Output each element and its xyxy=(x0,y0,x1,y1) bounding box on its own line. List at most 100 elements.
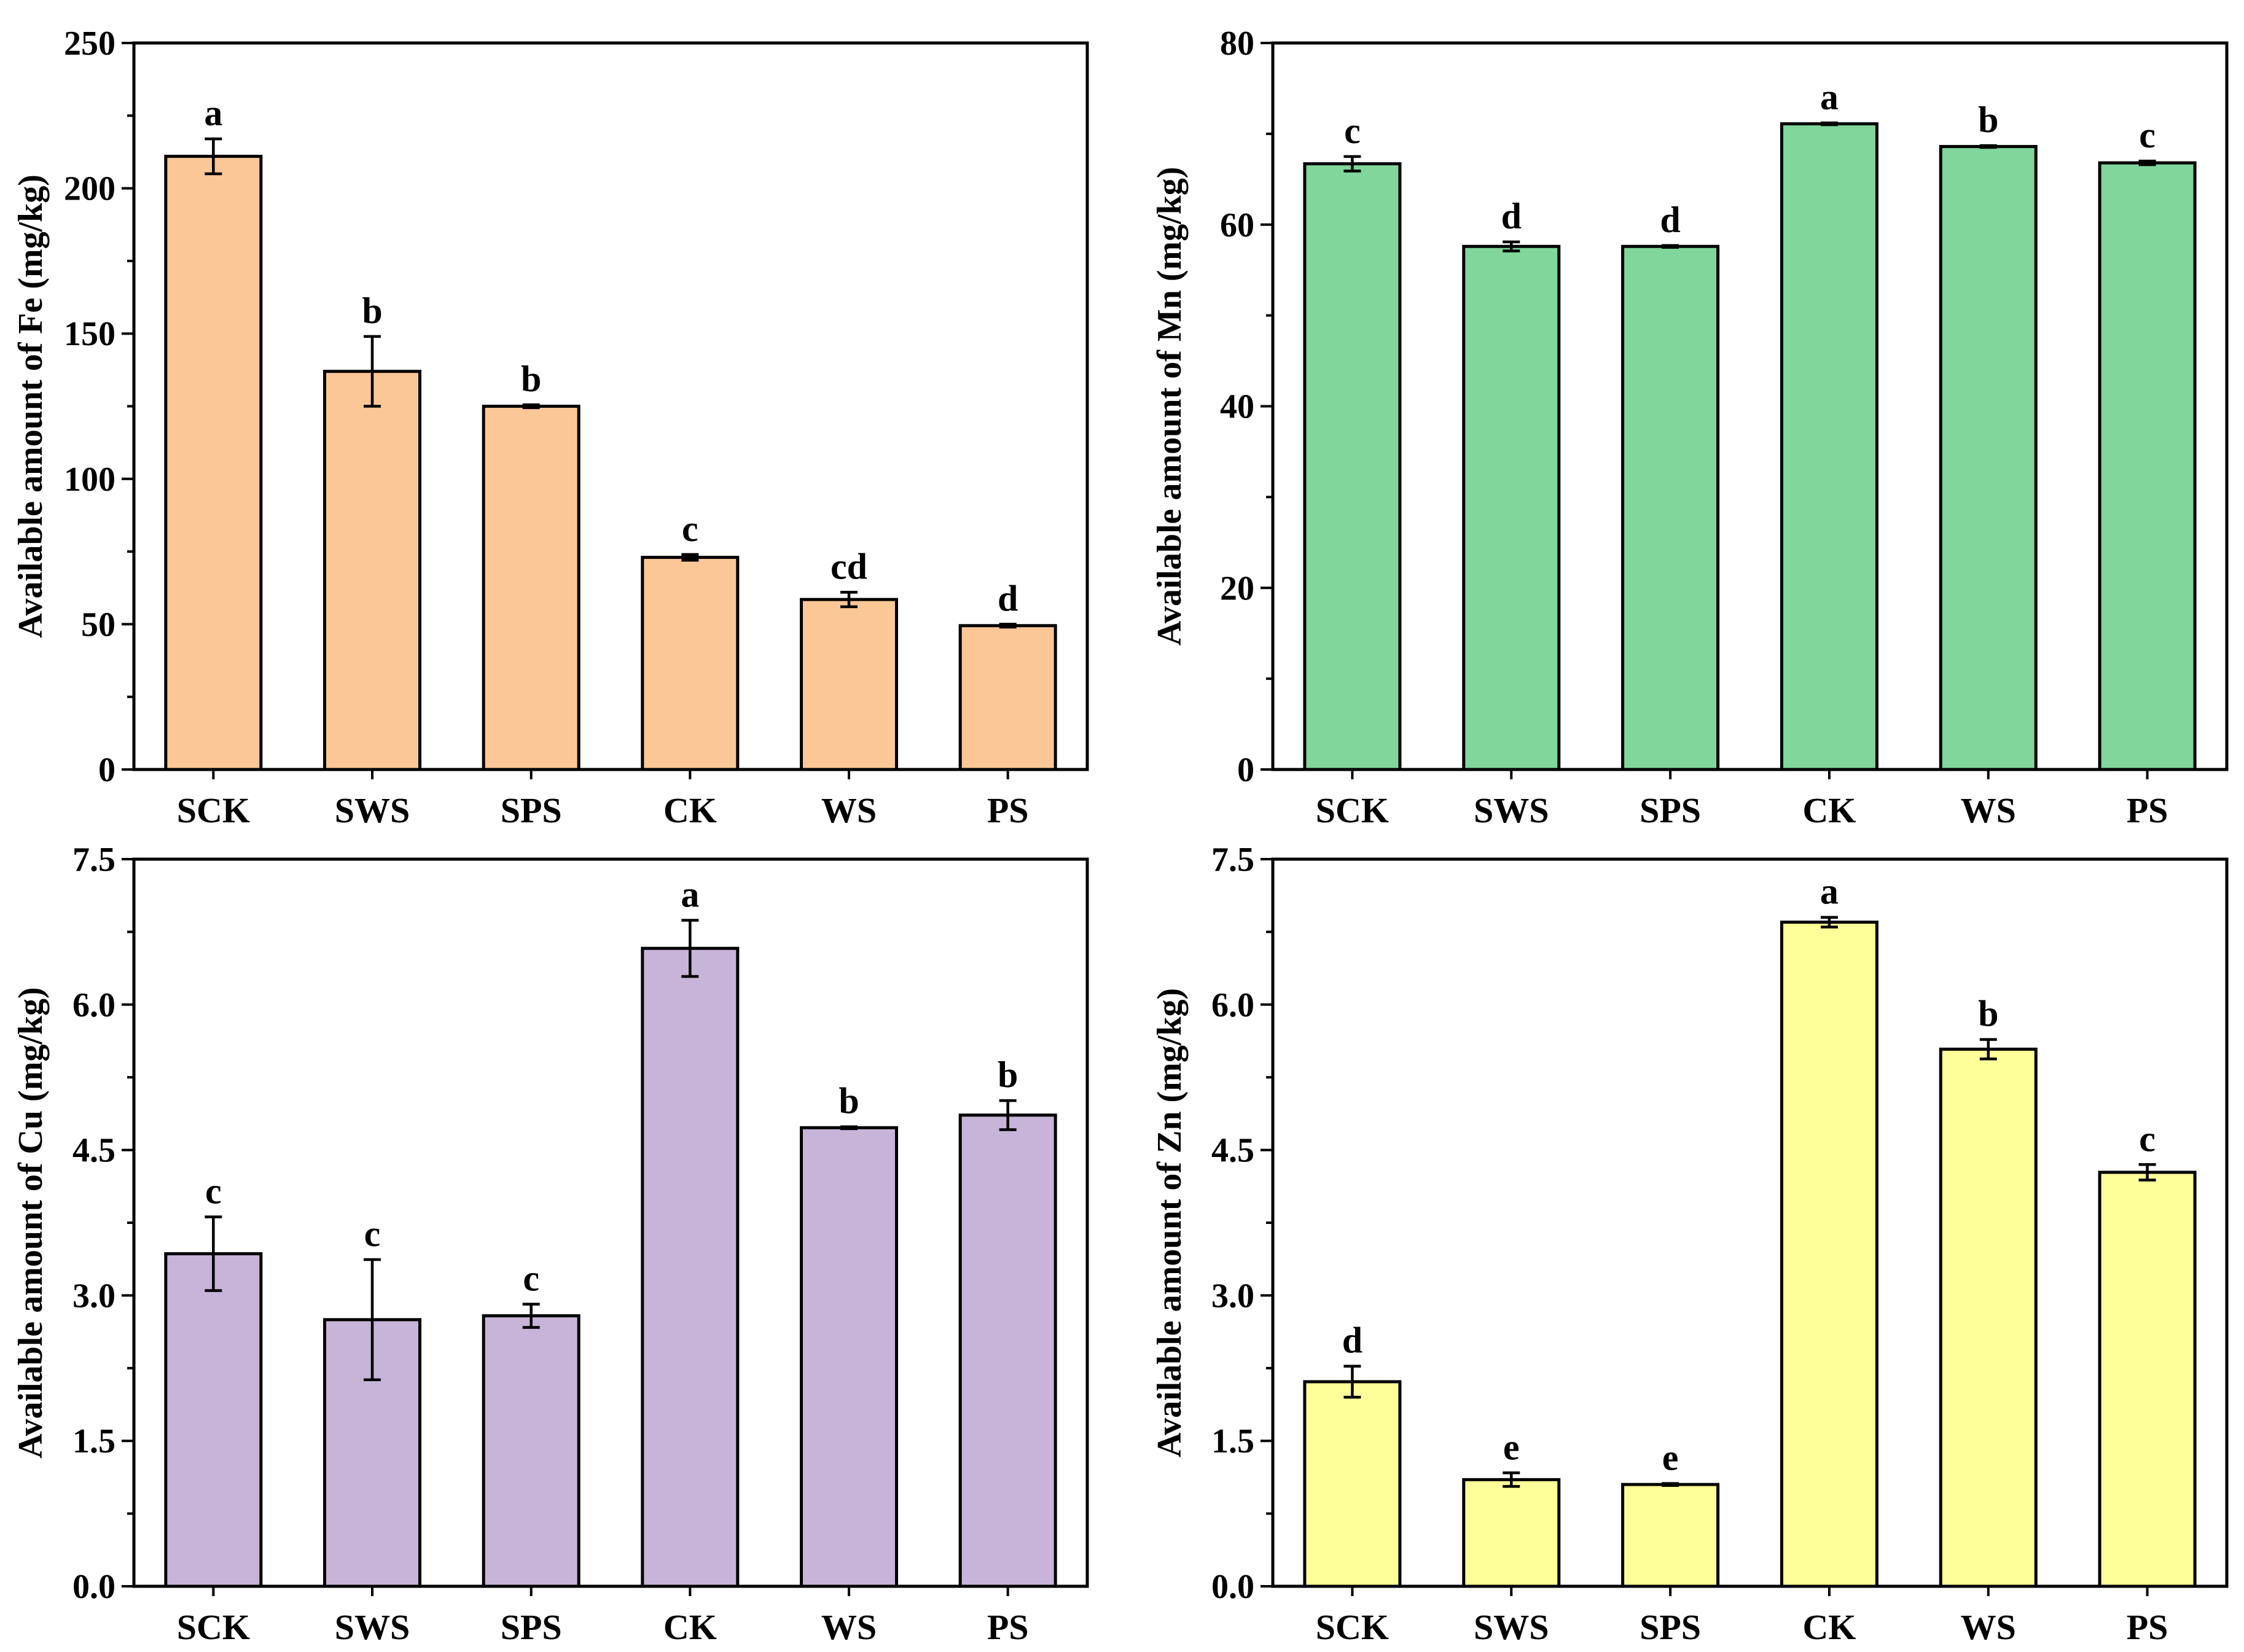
mn-significance-label: a xyxy=(1820,77,1839,117)
mn-bar-ws xyxy=(1939,145,2038,771)
cu-category-label: SWS xyxy=(335,1607,410,1647)
mn-category-label: SWS xyxy=(1474,790,1549,830)
fe-bar-sws xyxy=(323,370,421,771)
zn-y-tick-label: 4.5 xyxy=(1211,1132,1254,1170)
cu-error-bar-ck xyxy=(681,919,699,978)
cu-category-label: SPS xyxy=(501,1607,562,1647)
fe-significance-label: d xyxy=(998,578,1018,618)
zn-y-tick-label: 6.0 xyxy=(1211,986,1254,1024)
cu-bar-ck xyxy=(641,946,740,1588)
zn-y-axis-title: Available amount of Zn (mg/kg) xyxy=(1151,988,1189,1457)
mn-category-label: CK xyxy=(1802,790,1856,830)
mn-y-tick-label: 60 xyxy=(1220,206,1254,244)
cu-bar-sck xyxy=(164,1252,263,1588)
fe-category-label: SPS xyxy=(501,790,562,830)
cu-category-label: PS xyxy=(987,1607,1029,1647)
fe-significance-label: b xyxy=(521,359,541,399)
mn-y-tick-label: 0 xyxy=(1237,751,1254,789)
zn-bar-sws xyxy=(1462,1478,1561,1588)
fe-bar-sck xyxy=(164,155,263,771)
cu-y-tick-label: 6.0 xyxy=(72,986,115,1024)
mn-panel: c SCK d SWS d SPS a CK b WS c PS 0 20 40 60 80 Available … xyxy=(1151,25,2229,830)
cu-y-tick-label: 0.0 xyxy=(72,1568,115,1606)
zn-bar-ps xyxy=(2098,1171,2197,1588)
cu-significance-label: c xyxy=(364,1214,381,1254)
mn-significance-label: c xyxy=(2139,115,2156,155)
cu-y-tick-label: 1.5 xyxy=(72,1422,115,1460)
fe-error-bar-ws xyxy=(840,591,858,609)
zn-category-label: PS xyxy=(2127,1607,2168,1647)
mn-bar-ps xyxy=(2098,161,2197,771)
cu-error-bar-ws xyxy=(840,1125,858,1131)
fe-category-label: SCK xyxy=(177,790,250,830)
mn-y-tick-label: 80 xyxy=(1220,25,1254,63)
cu-significance-label: a xyxy=(681,874,699,914)
cu-significance-label: b xyxy=(998,1054,1018,1095)
fe-category-label: PS xyxy=(987,790,1029,830)
zn-bar-sck xyxy=(1303,1380,1402,1588)
cu-significance-label: b xyxy=(839,1081,859,1121)
mn-bar-sps xyxy=(1621,244,1720,771)
cu-significance-label: c xyxy=(205,1171,222,1212)
zn-category-label: SPS xyxy=(1640,1607,1701,1647)
mn-bar-sws xyxy=(1462,244,1561,771)
zn-bar-ck xyxy=(1780,921,1878,1588)
fe-error-bar-sps xyxy=(522,403,540,410)
zn-significance-label: b xyxy=(1978,994,1998,1034)
cu-y-tick-label: 3.0 xyxy=(72,1277,115,1315)
fe-y-tick-label: 250 xyxy=(64,25,115,63)
cu-category-label: WS xyxy=(821,1607,877,1647)
fe-error-bar-ck xyxy=(681,553,699,562)
zn-error-bar-ps xyxy=(2138,1163,2156,1182)
zn-significance-label: a xyxy=(1820,871,1839,912)
mn-error-bar-ws xyxy=(1979,144,1997,149)
fe-bar-sps xyxy=(482,405,581,771)
zn-error-bar-sck xyxy=(1343,1365,1361,1399)
zn-category-label: CK xyxy=(1802,1607,1856,1647)
fe-error-bar-sws xyxy=(364,335,381,408)
zn-significance-label: c xyxy=(2139,1118,2156,1159)
zn-plot-frame xyxy=(1271,857,2229,1588)
fe-bar-ws xyxy=(800,598,898,771)
fe-significance-label: cd xyxy=(831,546,867,586)
fe-error-bar-sck xyxy=(205,137,222,176)
fe-y-axis-title: Available amount of Fe (mg/kg) xyxy=(12,174,50,638)
mn-significance-label: d xyxy=(1660,200,1680,240)
zn-error-bar-sps xyxy=(1662,1482,1679,1487)
cu-error-bar-sps xyxy=(522,1303,540,1329)
fe-bar-ck xyxy=(641,556,740,771)
zn-y-tick-label: 1.5 xyxy=(1211,1422,1254,1460)
fe-significance-label: c xyxy=(682,508,698,549)
mn-category-label: SPS xyxy=(1640,790,1701,830)
zn-y-tick-label: 7.5 xyxy=(1211,841,1254,879)
zn-significance-label: d xyxy=(1342,1320,1362,1361)
zn-category-label: SCK xyxy=(1316,1607,1389,1647)
mn-error-bar-ck xyxy=(1820,121,1838,127)
zn-error-bar-sws xyxy=(1503,1471,1520,1488)
fe-y-tick-label: 200 xyxy=(64,170,115,208)
fe-category-label: CK xyxy=(663,790,717,830)
cu-error-bar-ps xyxy=(999,1099,1017,1131)
mn-bar-sck xyxy=(1303,162,1402,771)
mn-significance-label: b xyxy=(1978,99,1998,140)
cu-y-axis-title: Available amount of Cu (mg/kg) xyxy=(12,987,50,1458)
cu-plot-frame xyxy=(132,857,1089,1588)
mn-y-tick-label: 40 xyxy=(1220,388,1254,426)
zn-error-bar-ws xyxy=(1979,1038,1997,1061)
cu-category-label: CK xyxy=(663,1607,717,1647)
cu-error-bar-sws xyxy=(364,1258,381,1381)
zn-category-label: WS xyxy=(1961,1607,2016,1647)
cu-panel: c SCK c SWS c SPS a CK b WS b PS 0.0 1.5 3.0 4.5 6.0 7.5 A… xyxy=(12,841,1089,1647)
mn-error-bar-ps xyxy=(2138,159,2156,166)
mn-category-label: SCK xyxy=(1316,790,1389,830)
zn-category-label: SWS xyxy=(1474,1607,1549,1647)
mn-category-label: PS xyxy=(2127,790,2168,830)
fe-plot-frame xyxy=(132,41,1089,771)
fe-y-tick-label: 0 xyxy=(98,751,115,789)
cu-significance-label: c xyxy=(523,1258,539,1299)
fe-bar-ps xyxy=(958,624,1057,771)
zn-bar-sps xyxy=(1621,1483,1720,1588)
cu-y-tick-label: 4.5 xyxy=(72,1132,115,1170)
zn-panel: d SCK e SWS e SPS a CK b WS c PS 0.0 1.5 3.0 4.5 6.0 7.5 A… xyxy=(1151,841,2229,1647)
